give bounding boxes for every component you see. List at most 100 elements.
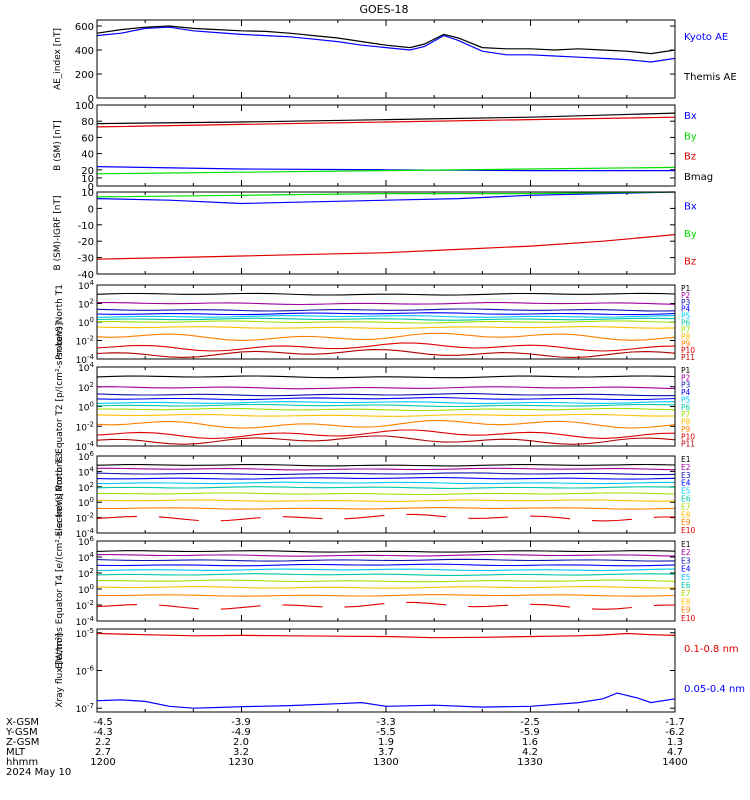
series-line-e4 bbox=[96, 563, 676, 567]
legend-item: E2 bbox=[681, 548, 691, 557]
series-line-e5 bbox=[96, 568, 676, 572]
tick-value-hhmm: 1200 bbox=[90, 757, 115, 768]
series-line-p11 bbox=[96, 349, 676, 358]
legend-item: P6 bbox=[681, 403, 691, 412]
tick-value-mlt: 3.7 bbox=[378, 747, 394, 758]
tick-value-y_gsm: -6.2 bbox=[665, 727, 685, 738]
series-line-e6 bbox=[96, 573, 676, 576]
series-line-p6 bbox=[96, 403, 676, 408]
panel-frame bbox=[96, 104, 676, 187]
legend-item: P8 bbox=[681, 418, 691, 427]
series-line-p3 bbox=[96, 393, 676, 397]
panel-7: Electrons Equator T4 [e/(cm²-s-sr-keV)] 1… bbox=[55, 493, 696, 669]
legend-item: Bx bbox=[684, 202, 697, 213]
legend-item: E5 bbox=[681, 487, 691, 496]
series-line-e9 bbox=[96, 594, 676, 597]
legend-item: E4 bbox=[681, 565, 691, 574]
y-tick-label: 102 bbox=[78, 567, 94, 580]
legend-item: E10 bbox=[681, 526, 696, 535]
y-tick-label: 10-4 bbox=[76, 440, 95, 453]
y-axis-label: Protons Equator T2 [p/(cm²-s-sr-keV)] bbox=[55, 323, 65, 491]
panel-frame bbox=[96, 540, 676, 622]
series-line-p10 bbox=[96, 342, 676, 352]
y-tick-label: 40 bbox=[81, 150, 94, 161]
legend-item: P1 bbox=[681, 366, 691, 375]
series-line-e6 bbox=[96, 486, 676, 489]
panel-frame bbox=[96, 455, 676, 534]
legend-item: E5 bbox=[681, 573, 691, 582]
legend-item: Bz bbox=[684, 256, 696, 267]
series-line-e4 bbox=[96, 477, 676, 480]
tick-value-y_gsm: -4.9 bbox=[231, 727, 251, 738]
legend-item: P9 bbox=[681, 425, 691, 434]
legend-item: P10 bbox=[681, 346, 695, 355]
series-line-p2 bbox=[97, 302, 676, 306]
legend-item: Themis AE bbox=[683, 72, 737, 83]
y-tick-label: 10 bbox=[81, 174, 94, 185]
series-line-p7 bbox=[97, 407, 676, 412]
legend-item: E9 bbox=[681, 518, 691, 527]
panel-6: Electrons North T3 10-4 10-2 100 102 104 106 E1… bbox=[55, 450, 696, 540]
y-tick-label: 104 bbox=[78, 279, 94, 292]
panel-frame bbox=[96, 628, 676, 713]
series-line-e2 bbox=[97, 467, 676, 471]
y-tick-label: 10-4 bbox=[76, 353, 95, 366]
tick-value-hhmm: 1230 bbox=[228, 757, 253, 768]
tick-value-z_gsm: 1.6 bbox=[522, 737, 538, 748]
y-tick-label: 20 bbox=[81, 166, 94, 177]
panel-frame bbox=[96, 191, 676, 275]
tick-value-y_gsm: -4.3 bbox=[93, 727, 113, 738]
tick-value-y_gsm: -5.9 bbox=[520, 727, 540, 738]
y-tick-label: 10-2 bbox=[76, 420, 94, 433]
y-tick-label: 0 bbox=[88, 182, 94, 193]
legend-item: 0.1-0.8 nm bbox=[684, 644, 739, 655]
series-line-p6 bbox=[96, 317, 676, 321]
y-tick-label: -10 bbox=[78, 221, 94, 232]
panel-frame bbox=[96, 366, 676, 447]
series-line-p8 bbox=[96, 413, 676, 417]
legend-item: P11 bbox=[681, 353, 695, 362]
legend-item: By bbox=[684, 229, 697, 240]
panel-5: Protons Equator T2 [p/(cm²-s-sr-keV)] 10-… bbox=[55, 323, 695, 491]
y-axis-label: Xray flux [W/m²] bbox=[55, 633, 65, 707]
legend-item: E8 bbox=[681, 597, 691, 606]
tick-value-mlt: 4.7 bbox=[667, 747, 683, 758]
tick-value-x_gsm: -1.7 bbox=[665, 717, 685, 728]
date-label: 2024 May 10 bbox=[6, 767, 71, 778]
legend-item: E3 bbox=[681, 556, 691, 565]
panel-3: B (SM)-IGRF [nT] -40 -30 -20 -10 0 10 Bx By Bz bbox=[53, 188, 697, 281]
series-line-p9 bbox=[96, 420, 676, 429]
series-line-e3 bbox=[96, 472, 676, 476]
y-axis-label: Electrons North T3 bbox=[55, 453, 65, 537]
legend-item: P9 bbox=[681, 339, 691, 348]
y-tick-label: 104 bbox=[78, 465, 94, 478]
y-tick-label: 10-4 bbox=[76, 615, 95, 628]
tick-value-z_gsm: 2.2 bbox=[95, 737, 111, 748]
series-line-bx bbox=[96, 166, 675, 172]
y-tick-label: 100 bbox=[75, 101, 94, 112]
legend-item: P1 bbox=[681, 284, 691, 293]
y-tick-label: 100 bbox=[78, 401, 94, 414]
legend-item: Kyoto AE bbox=[684, 32, 728, 43]
series-line-p4 bbox=[96, 312, 676, 316]
y-tick-label: -40 bbox=[78, 270, 94, 281]
legend-item: E9 bbox=[681, 606, 691, 615]
series-line-p5 bbox=[96, 315, 676, 318]
legend-item: P7 bbox=[681, 410, 691, 419]
y-tick-label: 80 bbox=[81, 117, 94, 128]
row-label: hhmm bbox=[6, 757, 38, 768]
legend-item: 0.05-0.4 nm bbox=[684, 684, 745, 695]
tick-value-z_gsm: 1.3 bbox=[667, 737, 683, 748]
y-tick-label: 600 bbox=[75, 22, 94, 33]
y-tick-label: 10-2 bbox=[76, 599, 94, 612]
panel-1: AE_index [nT] 0 200 400 600 Kyoto AE Themis AE bbox=[53, 19, 737, 105]
series-line-by bbox=[96, 191, 676, 198]
y-tick-label: 10-4 bbox=[76, 527, 95, 540]
legend-item: P6 bbox=[681, 319, 691, 328]
y-tick-label: 60 bbox=[81, 133, 94, 144]
y-tick-label: 100 bbox=[78, 316, 94, 329]
legend-item: P11 bbox=[681, 440, 695, 449]
y-axis-label: Electrons Equator T4 [e/(cm²-s-sr-keV)] bbox=[55, 493, 65, 669]
tick-value-hhmm: 1300 bbox=[373, 757, 398, 768]
